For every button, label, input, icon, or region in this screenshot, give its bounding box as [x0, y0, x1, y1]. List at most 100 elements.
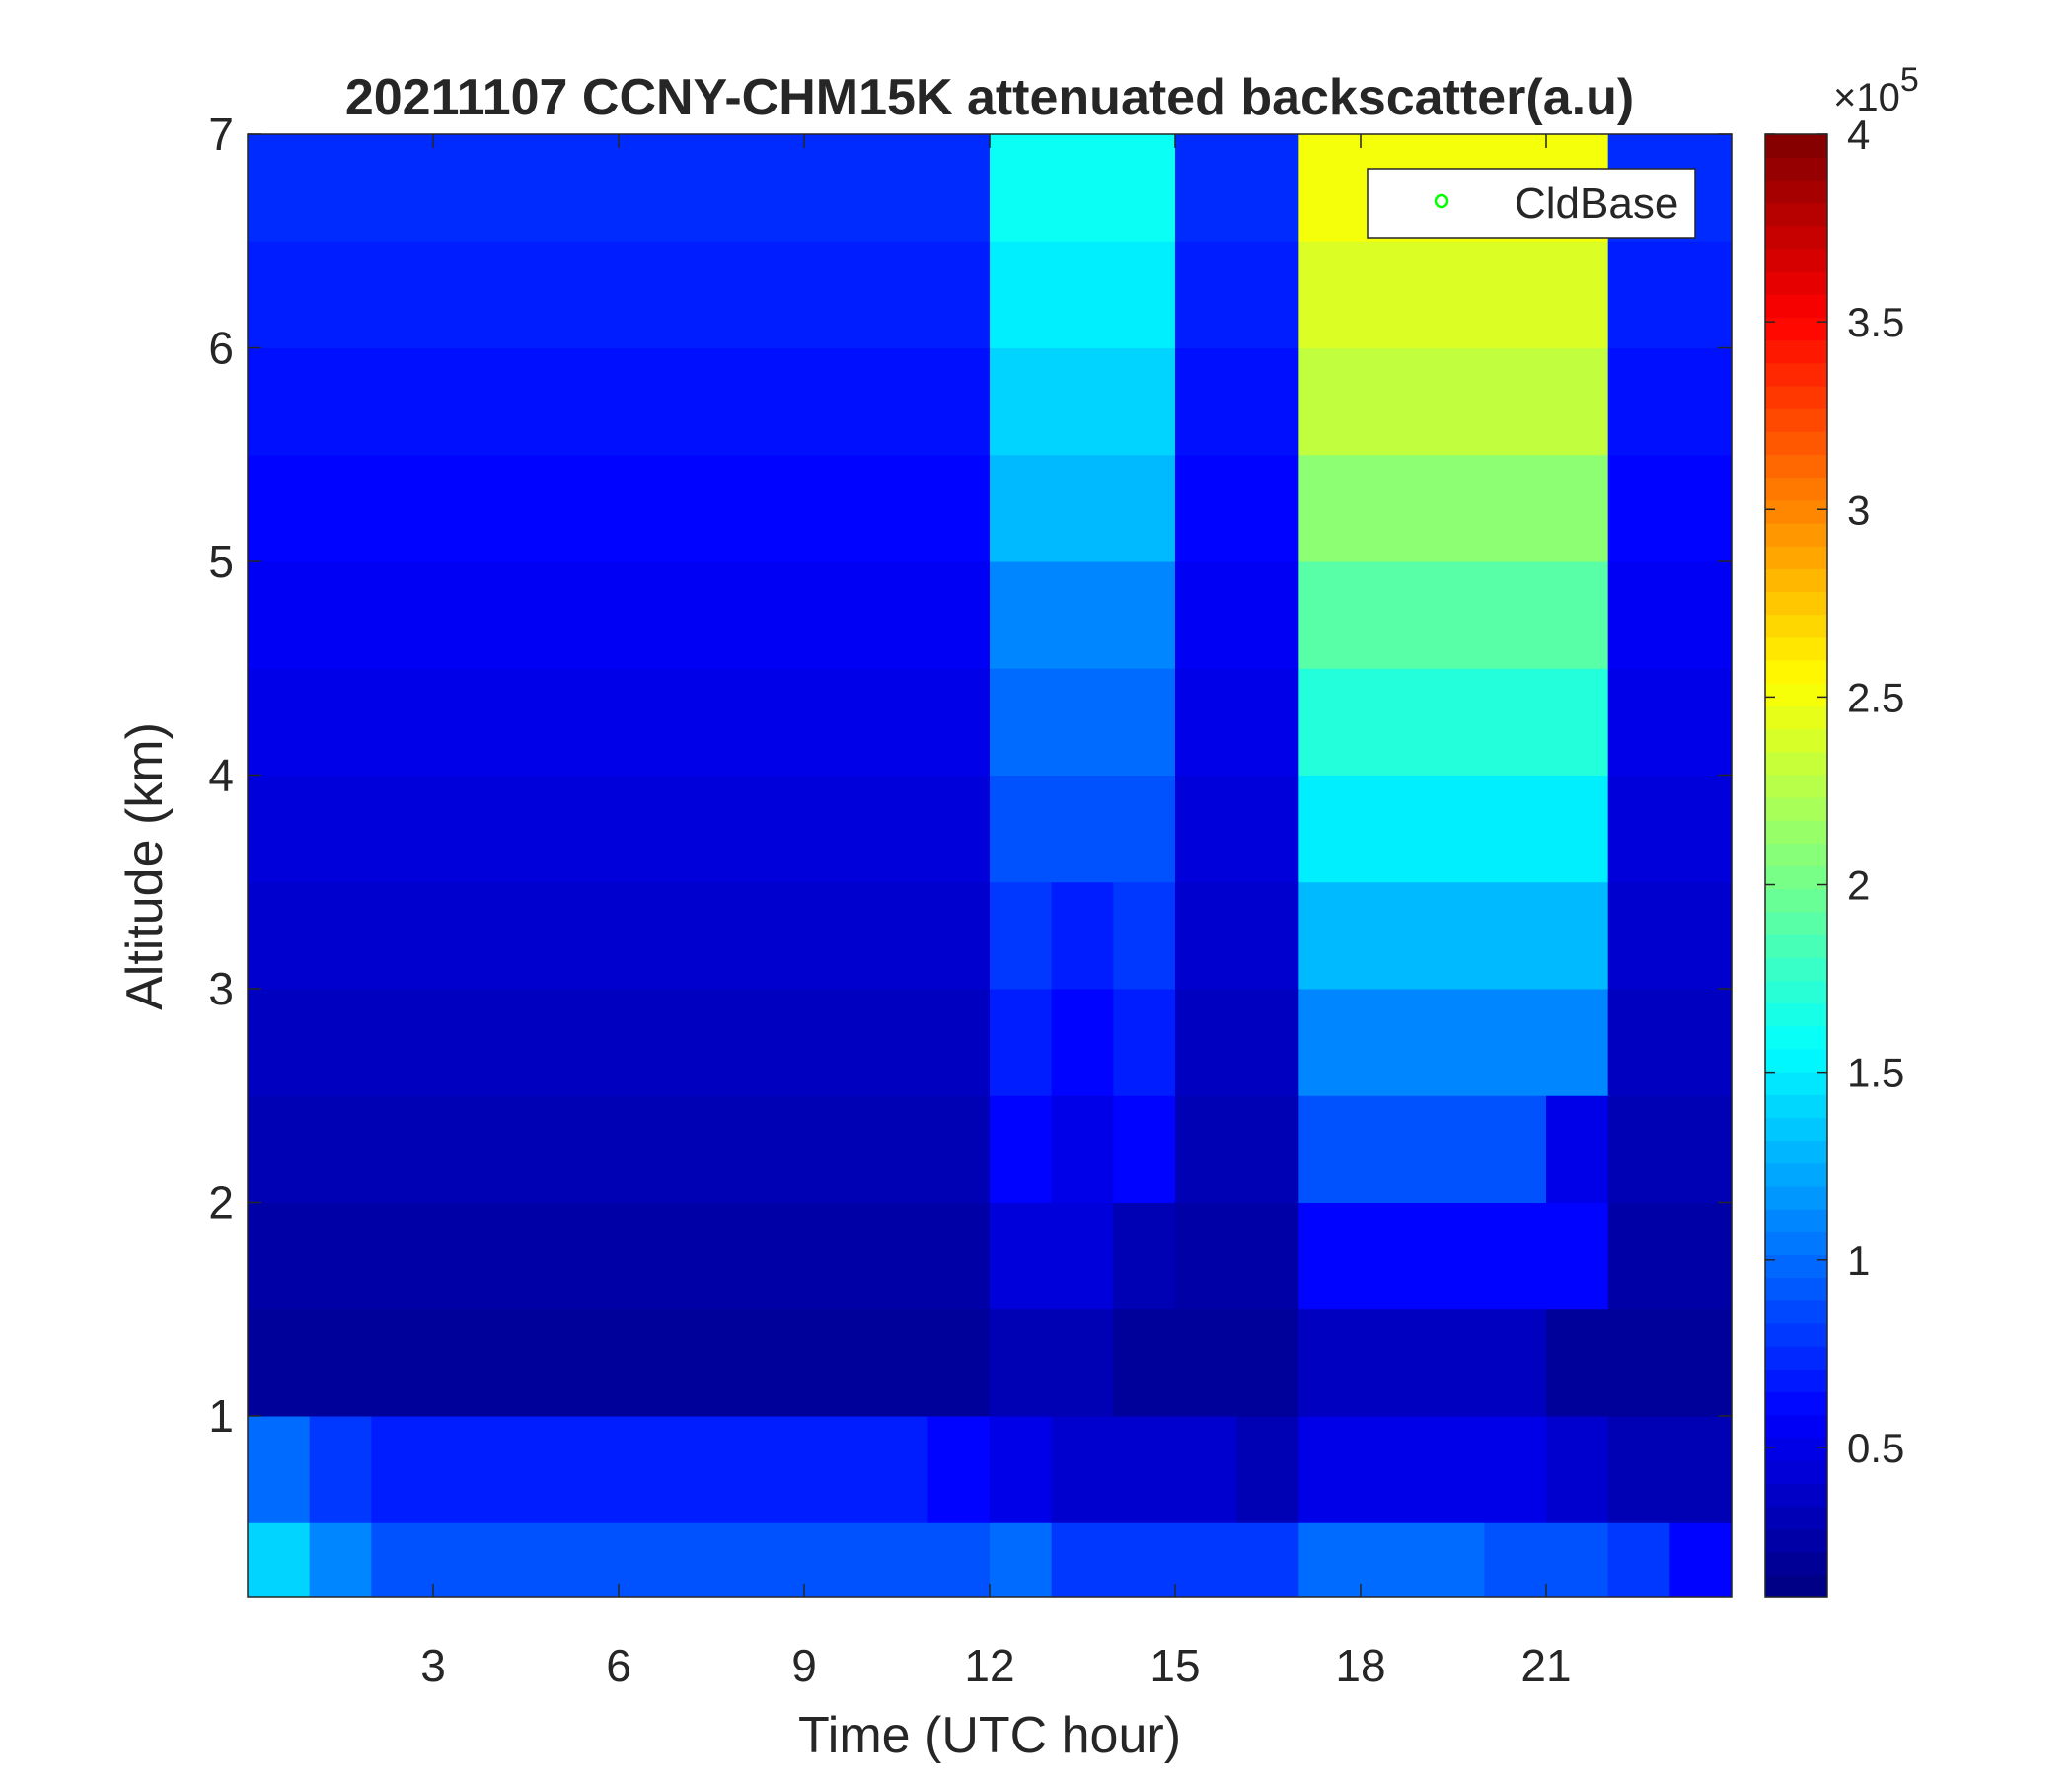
heatmap-cell: [248, 1415, 311, 1523]
heatmap-cell: [1669, 1202, 1733, 1310]
heatmap-cell: [1361, 1095, 1424, 1203]
heatmap-cell: [309, 775, 372, 883]
heatmap-cell: [1298, 668, 1362, 776]
heatmap-cell: [1546, 775, 1609, 883]
heatmap-cell: [1422, 347, 1485, 456]
heatmap-cell: [309, 668, 372, 776]
x-tick-label: 15: [1149, 1640, 1200, 1691]
heatmap-cell: [927, 1202, 991, 1310]
heatmap-cell: [927, 668, 991, 776]
heatmap-cell: [742, 1202, 805, 1310]
heatmap-cell: [433, 560, 496, 669]
colorbar-swatch: [1765, 339, 1827, 364]
colorbar-swatch: [1765, 522, 1827, 547]
colorbar-swatch: [1765, 1048, 1827, 1073]
heatmap-cell: [990, 347, 1053, 456]
colorbar-swatch: [1765, 294, 1827, 318]
heatmap-cell: [619, 775, 682, 883]
heatmap-cell: [1361, 454, 1424, 562]
heatmap-cell: [619, 881, 682, 990]
heatmap-cell: [1113, 454, 1176, 562]
heatmap-cell: [1298, 454, 1362, 562]
heatmap-cell: [1051, 134, 1114, 242]
heatmap-cell: [1236, 347, 1299, 456]
heatmap-cell: [742, 1308, 805, 1417]
heatmap-cell: [371, 988, 434, 1096]
heatmap-cell: [804, 1308, 867, 1417]
heatmap-cell: [494, 1308, 557, 1417]
heatmap-cell: [1422, 1095, 1485, 1203]
heatmap-cell: [433, 1202, 496, 1310]
heatmap-cell: [556, 1308, 620, 1417]
heatmap-cell: [494, 1095, 557, 1203]
heatmap-cell: [433, 881, 496, 990]
heatmap-cell: [1236, 988, 1299, 1096]
heatmap-cell: [927, 1095, 991, 1203]
heatmap-cell: [1607, 1308, 1670, 1417]
heatmap-cell: [990, 1522, 1053, 1598]
heatmap-cell: [1051, 241, 1114, 348]
heatmap-cell: [1607, 560, 1670, 669]
x-tick-label: 21: [1520, 1640, 1571, 1691]
heatmap-cell: [680, 347, 743, 456]
heatmap-cell: [865, 560, 928, 669]
y-tick-label: 1: [208, 1390, 234, 1442]
heatmap-cell: [1298, 134, 1362, 242]
heatmap-cell: [1298, 560, 1362, 669]
colorbar-scale-exponent: 5: [1900, 61, 1919, 99]
colorbar-swatch: [1765, 202, 1827, 227]
heatmap-cell: [1484, 241, 1547, 348]
heatmap-cell: [927, 1308, 991, 1417]
heatmap-cell: [804, 241, 867, 348]
heatmap-cell: [990, 454, 1053, 562]
heatmap-cell: [1113, 881, 1176, 990]
legend-box: [1367, 168, 1696, 239]
heatmap-cell: [1422, 454, 1485, 562]
colorbar-swatch: [1765, 888, 1827, 913]
colorbar-swatch: [1765, 1346, 1827, 1370]
heatmap-cell: [927, 1415, 991, 1523]
heatmap-cell: [248, 347, 311, 456]
heatmap-cell: [1113, 988, 1176, 1096]
heatmap-cell: [927, 241, 991, 348]
heatmap-cell: [1422, 881, 1485, 990]
heatmap-cell: [680, 988, 743, 1096]
heatmap-cell: [1607, 241, 1670, 348]
heatmap-cell: [1546, 1308, 1609, 1417]
heatmap-cell: [865, 1095, 928, 1203]
heatmap-cell: [1361, 560, 1424, 669]
colorbar-swatch: [1765, 477, 1827, 501]
heatmap-cell: [494, 454, 557, 562]
heatmap-cell: [865, 134, 928, 242]
heatmap-cell: [309, 347, 372, 456]
heatmap-cell: [742, 988, 805, 1096]
heatmap-cell: [248, 1202, 311, 1310]
heatmap-cell: [1113, 1202, 1176, 1310]
heatmap-cell: [1607, 988, 1670, 1096]
heatmap-cell: [804, 881, 867, 990]
colorbar-frame: [1764, 133, 1828, 1598]
heatmap-cell: [1361, 668, 1424, 776]
heatmap-cell: [433, 1415, 496, 1523]
heatmap-cell: [1484, 1415, 1547, 1523]
heatmap-cell: [433, 241, 496, 348]
heatmap-cell: [1484, 881, 1547, 990]
colorbar-swatch: [1765, 1299, 1827, 1324]
heatmap-cell: [433, 775, 496, 883]
colorbar-swatch: [1765, 157, 1827, 181]
colorbar-swatch: [1765, 1551, 1827, 1576]
colorbar-swatch: [1765, 820, 1827, 844]
heatmap-cell: [1607, 1202, 1670, 1310]
heatmap-cell: [1113, 347, 1176, 456]
heatmap-cell: [1113, 560, 1176, 669]
heatmap-cell: [1669, 454, 1733, 562]
heatmap-cell: [865, 347, 928, 456]
y-tick-label: 4: [208, 749, 234, 800]
heatmap-cell: [990, 775, 1053, 883]
heatmap-cell: [619, 134, 682, 242]
heatmap-cell: [556, 881, 620, 990]
heatmap-cell: [742, 454, 805, 562]
colorbar-tick-label: 3.5: [1847, 299, 1904, 345]
colorbar-swatch: [1765, 1185, 1827, 1210]
heatmap-cell: [1051, 988, 1114, 1096]
